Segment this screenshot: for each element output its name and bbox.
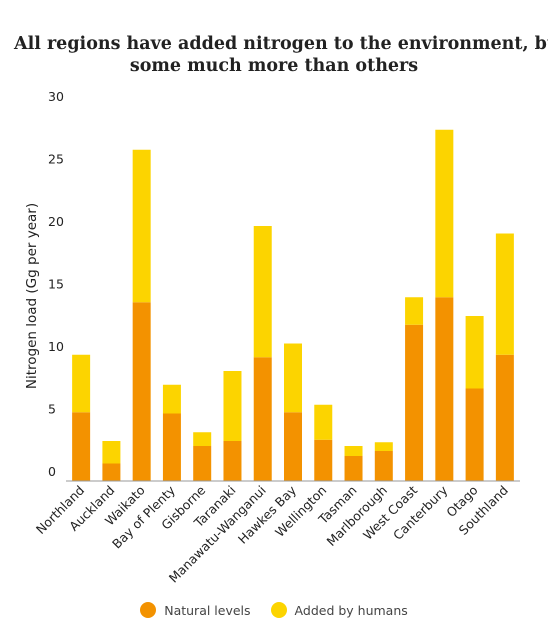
- legend-item-natural: Natural levels: [140, 602, 251, 618]
- y-axis-label: Nitrogen load (Gg per year): [24, 203, 40, 389]
- bar-natural: [344, 456, 363, 481]
- bar-natural: [102, 463, 121, 481]
- bar-human: [495, 233, 514, 355]
- bar-natural: [435, 297, 454, 481]
- bar-natural: [314, 439, 333, 481]
- bar-natural: [253, 357, 272, 481]
- chart-title-line-1: All regions have added nitrogen to the e…: [14, 34, 548, 54]
- bar-natural: [495, 354, 514, 481]
- bar-natural: [465, 388, 484, 481]
- bar-human: [132, 149, 151, 303]
- bar-natural: [223, 441, 242, 481]
- bar-natural: [284, 412, 302, 481]
- bar-human: [435, 129, 454, 298]
- bar-human: [374, 442, 393, 451]
- y-tick-label: 10: [48, 339, 64, 354]
- bar-human: [162, 384, 181, 414]
- bar-natural: [193, 446, 212, 481]
- legend-label-natural: Natural levels: [164, 602, 251, 618]
- y-tick-label: 30: [48, 89, 64, 104]
- bar-human: [465, 316, 484, 389]
- legend-label-human: Added by humans: [294, 602, 408, 618]
- legend-item-human: Added by humans: [270, 602, 408, 618]
- y-tick-label: 20: [48, 214, 64, 229]
- chart-title-line-2: some much more than others: [129, 56, 419, 76]
- bar-human: [253, 226, 272, 358]
- legend-swatch-human: [270, 602, 287, 618]
- bars: [72, 129, 514, 481]
- bar-human: [193, 432, 212, 446]
- y-tick-label: 0: [48, 464, 56, 479]
- legend: Natural levels Added by humans: [0, 602, 548, 618]
- bar-natural: [405, 324, 424, 481]
- bar-human: [344, 446, 363, 456]
- bar-natural: [132, 302, 151, 481]
- bar-natural: [72, 412, 91, 481]
- bar-human: [284, 343, 302, 413]
- chart-title: All regions have added nitrogen to the e…: [14, 33, 548, 77]
- bar-human: [102, 441, 121, 464]
- bar-natural: [162, 413, 181, 481]
- y-tick-label: 5: [48, 402, 56, 417]
- bar-natural: [374, 451, 393, 481]
- legend-swatch-natural: [140, 602, 157, 618]
- bar-human: [223, 371, 242, 441]
- bar-human: [405, 297, 424, 325]
- bar-human: [72, 354, 91, 413]
- bar-human: [314, 404, 333, 440]
- y-axis-ticks: 0 5 10 15 20 25 30: [48, 89, 64, 479]
- y-tick-label: 15: [48, 277, 64, 292]
- y-tick-label: 25: [48, 152, 64, 167]
